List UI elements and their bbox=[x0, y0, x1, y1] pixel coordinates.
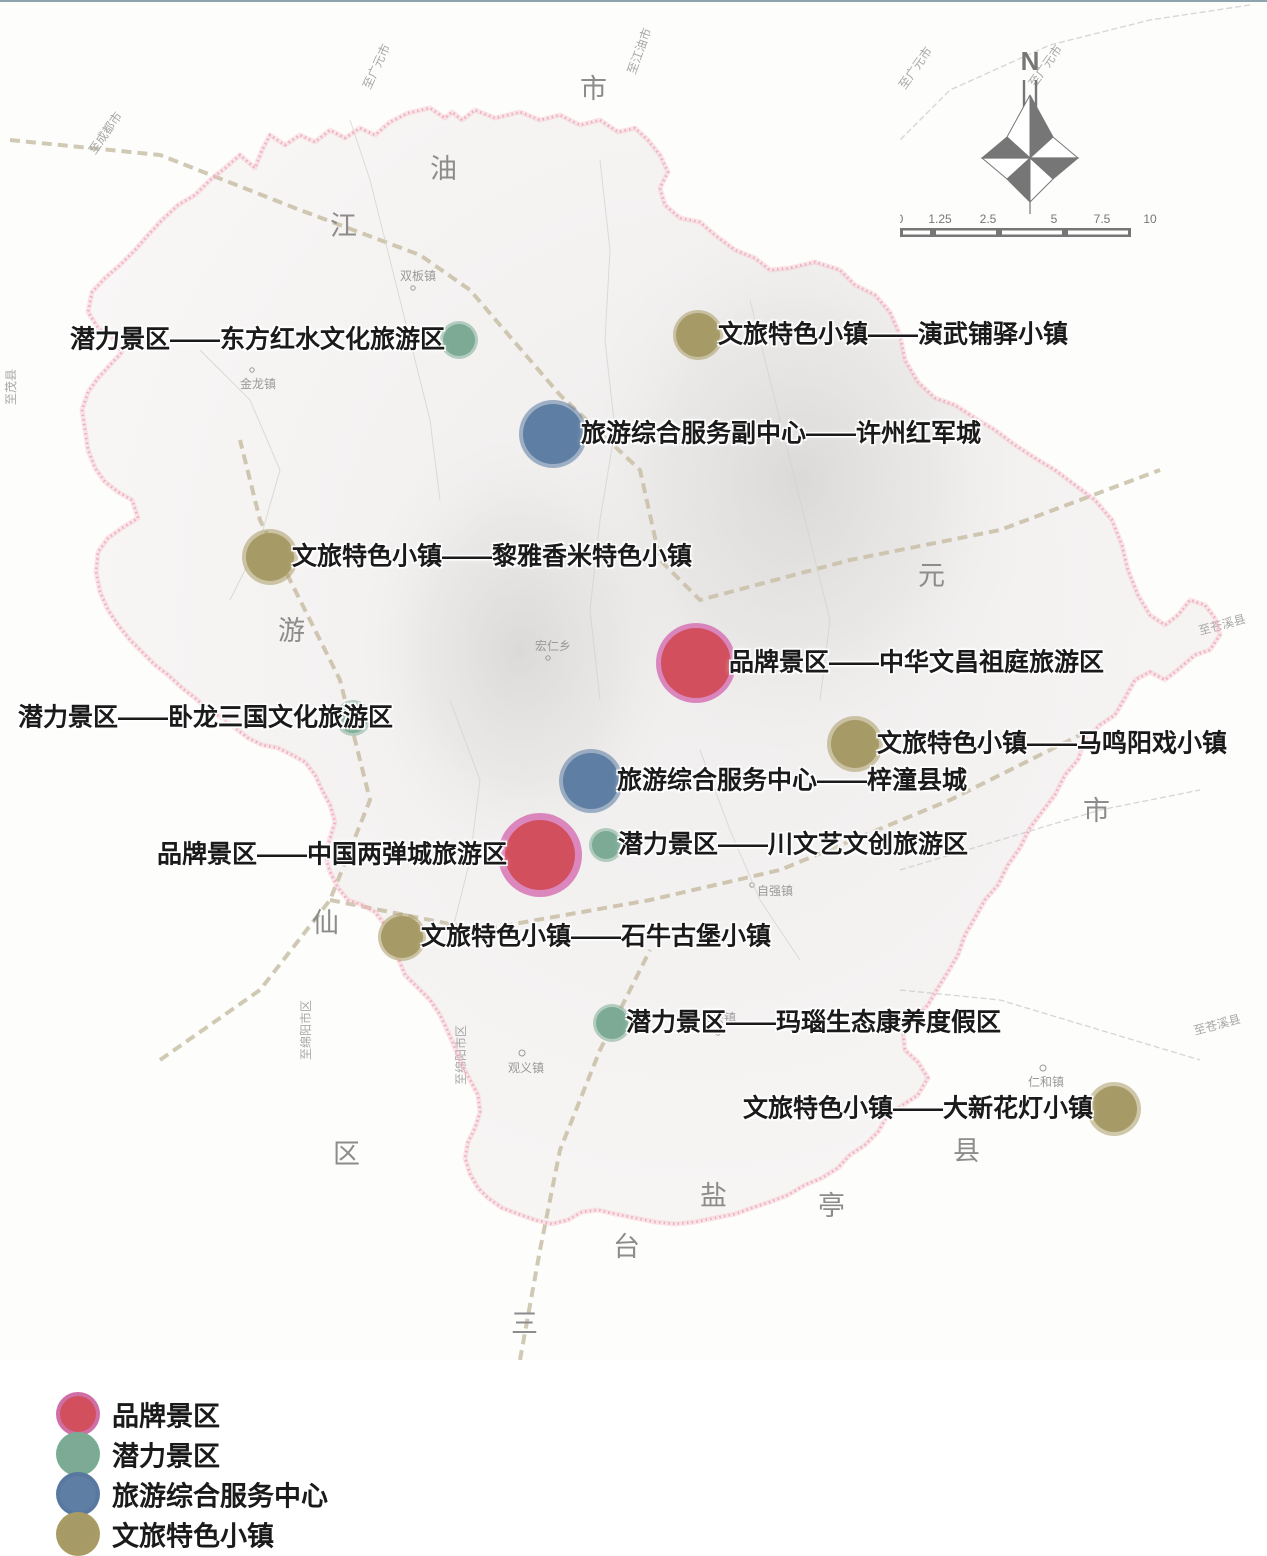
svg-text:县: 县 bbox=[953, 1136, 980, 1166]
svg-text:5: 5 bbox=[1051, 212, 1058, 226]
svg-text:至成都市: 至成都市 bbox=[85, 109, 125, 157]
svg-text:至绵阳市区: 至绵阳市区 bbox=[298, 1000, 313, 1060]
svg-text:7.5: 7.5 bbox=[1094, 212, 1111, 226]
svg-text:2.5: 2.5 bbox=[980, 212, 997, 226]
svg-text:三: 三 bbox=[511, 1309, 538, 1339]
svg-text:区: 区 bbox=[333, 1139, 360, 1169]
svg-text:市: 市 bbox=[1083, 796, 1110, 826]
svg-text:至广元市: 至广元市 bbox=[359, 41, 393, 91]
svg-text:至江油市: 至江油市 bbox=[624, 26, 655, 76]
svg-text:至茂县: 至茂县 bbox=[4, 369, 18, 405]
svg-text:仙: 仙 bbox=[312, 908, 339, 938]
svg-text:0: 0 bbox=[900, 212, 904, 226]
svg-text:仁和镇: 仁和镇 bbox=[1028, 1075, 1064, 1089]
svg-text:N: N bbox=[1021, 46, 1040, 76]
svg-text:台: 台 bbox=[613, 1232, 640, 1262]
svg-text:10: 10 bbox=[1143, 212, 1157, 226]
svg-text:市: 市 bbox=[580, 74, 607, 104]
svg-text:亭: 亭 bbox=[818, 1191, 845, 1221]
svg-text:1.25: 1.25 bbox=[928, 212, 952, 226]
svg-text:至苍溪县: 至苍溪县 bbox=[1192, 1012, 1242, 1038]
